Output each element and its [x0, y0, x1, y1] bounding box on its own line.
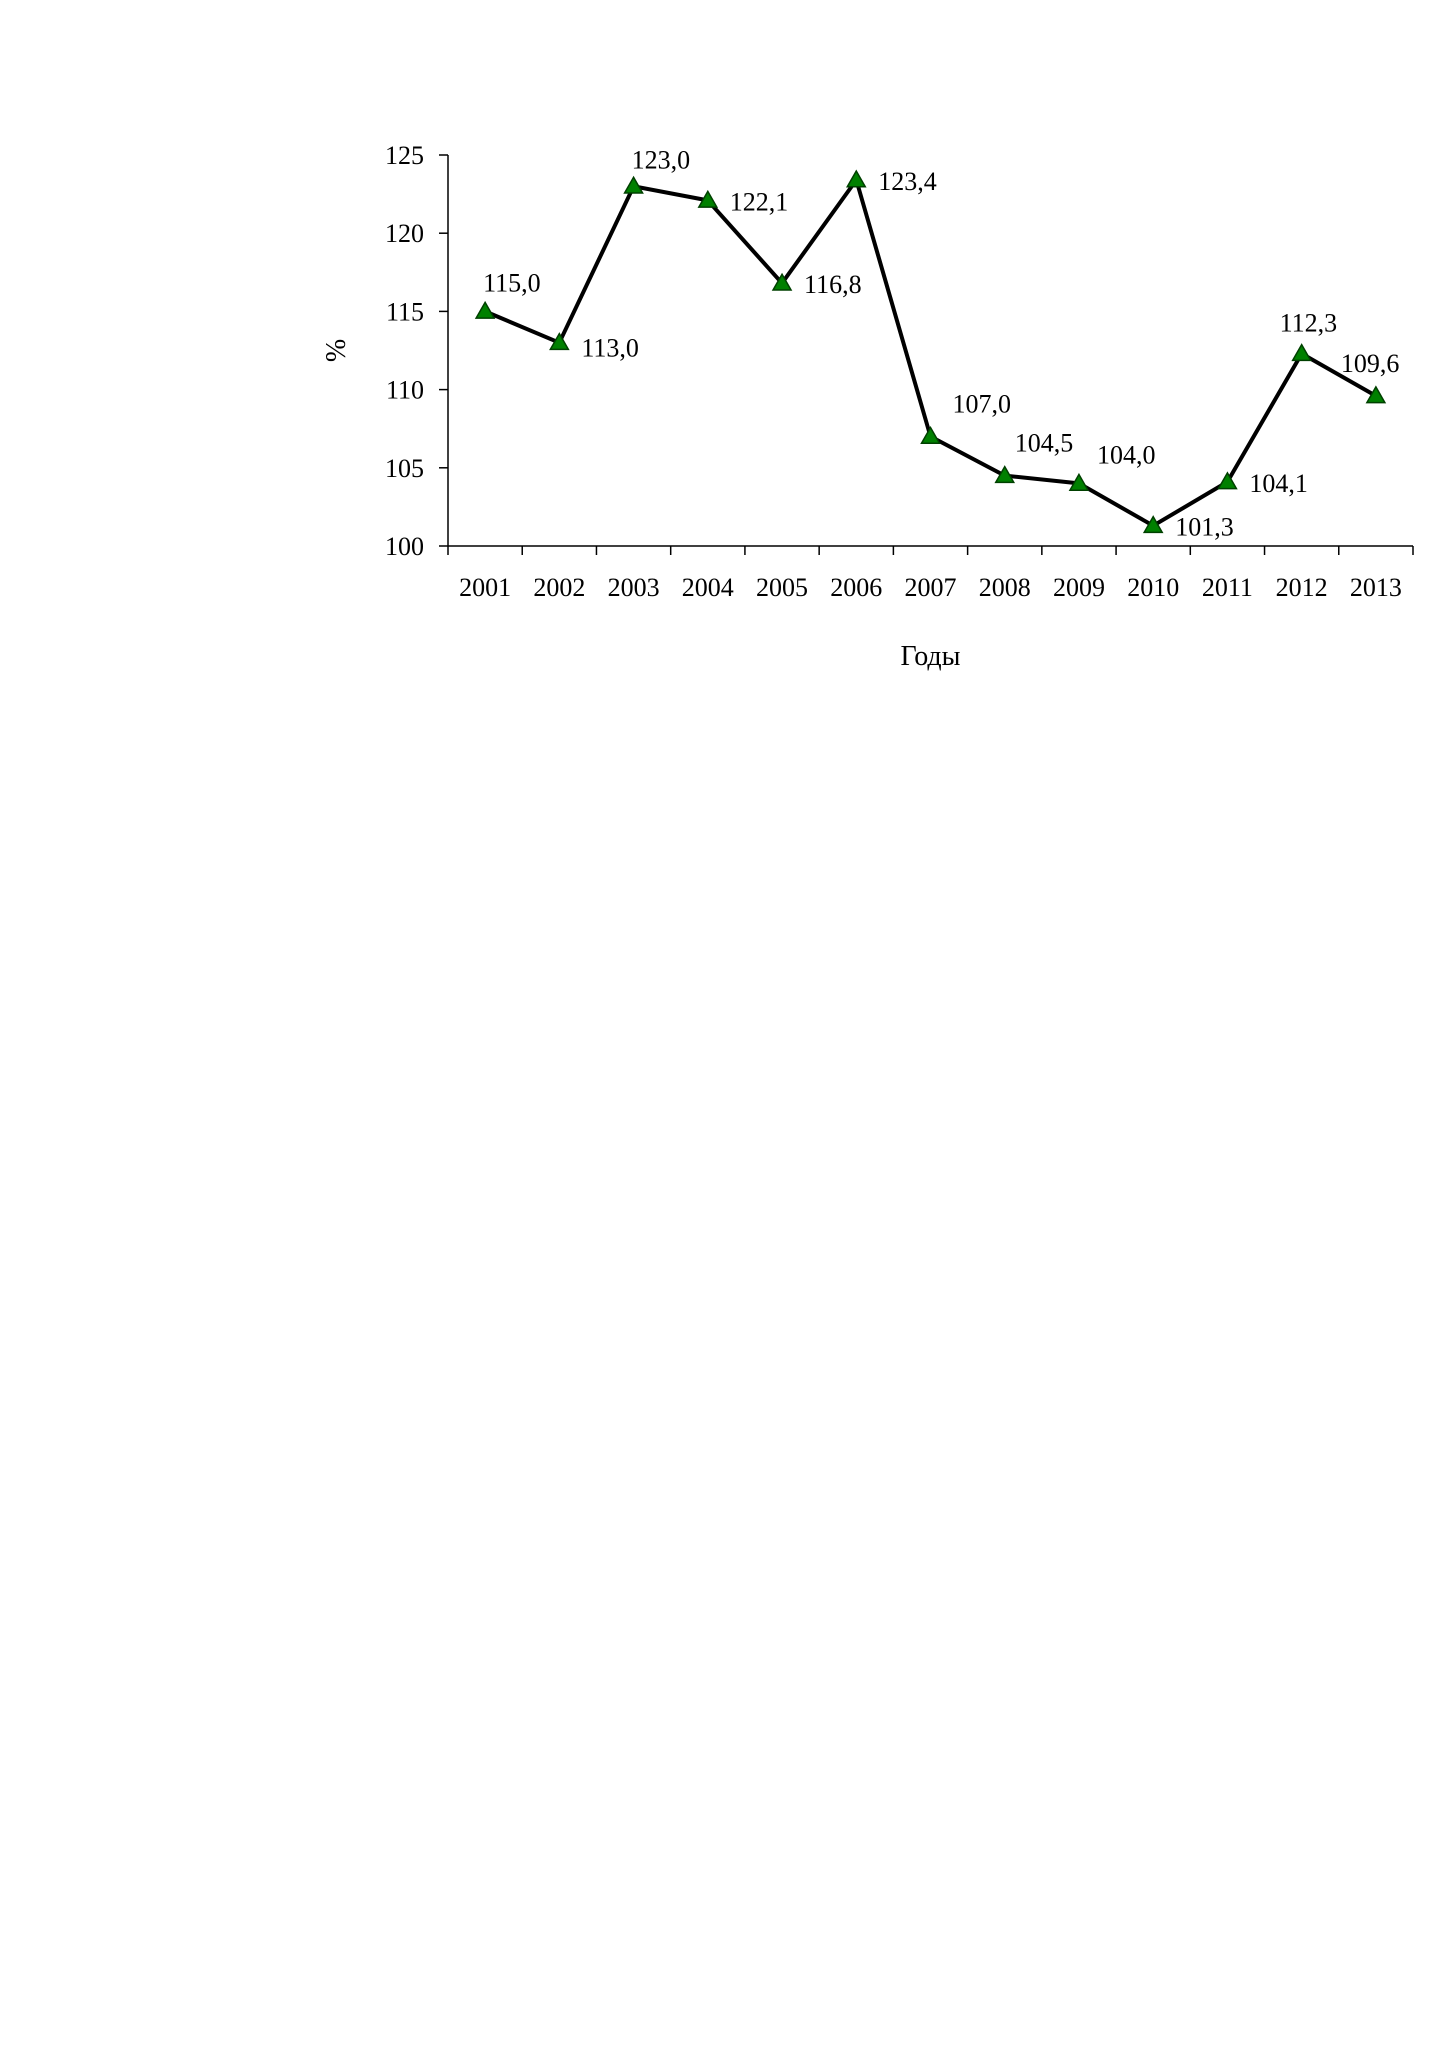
data-label: 122,1 — [730, 187, 789, 216]
data-point-marker — [474, 300, 496, 319]
y-tick-label: 125 — [385, 141, 424, 170]
data-label: 115,0 — [483, 268, 541, 297]
data-label: 123,4 — [878, 167, 937, 196]
x-tick-label: 2004 — [682, 573, 734, 602]
y-tick-label: 120 — [385, 219, 424, 248]
x-tick-label: 2003 — [608, 573, 660, 602]
data-label: 104,1 — [1249, 469, 1308, 498]
x-tick-label: 2001 — [459, 573, 511, 602]
x-tick-label: 2008 — [979, 573, 1031, 602]
data-point-marker — [845, 169, 867, 188]
data-markers — [474, 169, 1387, 534]
data-point-marker — [1142, 515, 1164, 534]
x-tick-label: 2002 — [533, 573, 585, 602]
data-point-marker — [920, 426, 941, 445]
x-axis-ticks: 2001 2002 2003 2004 2005 2006 2007 2008 2009 2010… — [447, 546, 1414, 602]
data-point-marker — [549, 332, 570, 351]
data-label: 123,0 — [632, 145, 691, 174]
x-tick-label: 2007 — [905, 573, 957, 602]
x-tick-label: 2006 — [830, 573, 882, 602]
data-label: 107,0 — [953, 390, 1012, 419]
data-label: 104,0 — [1097, 440, 1156, 469]
x-axis-title: Годы — [901, 641, 961, 672]
y-tick-label: 110 — [386, 376, 424, 405]
x-tick-label: 2010 — [1127, 573, 1179, 602]
data-labels: 115,0 113,0 123,0 122,1 116,8 123,4 107,0104,5… — [483, 145, 1399, 541]
data-point-marker — [771, 272, 793, 291]
data-point-marker — [1068, 472, 1090, 491]
x-tick-label: 2005 — [756, 573, 808, 602]
data-label: 109,6 — [1341, 349, 1400, 378]
x-tick-label: 2011 — [1202, 573, 1253, 602]
data-point-marker — [994, 465, 1016, 484]
data-label: 101,3 — [1175, 513, 1234, 542]
x-tick-label: 2009 — [1053, 573, 1105, 602]
data-point-marker — [1291, 343, 1312, 362]
data-point-marker — [623, 175, 644, 194]
data-label: 113,0 — [581, 334, 639, 363]
y-axis-title: % — [321, 339, 352, 362]
y-tick-label: 100 — [385, 532, 424, 561]
data-label: 112,3 — [1280, 309, 1338, 338]
x-tick-label: 2012 — [1276, 573, 1328, 602]
y-tick-label: 115 — [386, 297, 424, 326]
data-point-marker — [1365, 385, 1387, 404]
data-point-marker — [1217, 471, 1238, 490]
x-tick-label: 2013 — [1350, 573, 1402, 602]
y-axis-ticks: 100 105 110 115 120 125 — [385, 141, 448, 561]
data-label: 104,5 — [1015, 429, 1073, 458]
data-point-marker — [697, 189, 719, 208]
data-label: 116,8 — [804, 270, 862, 299]
y-tick-label: 105 — [385, 454, 424, 483]
